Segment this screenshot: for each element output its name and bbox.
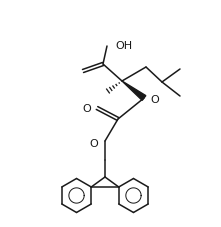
Text: O: O [82, 104, 91, 114]
Polygon shape [122, 82, 146, 101]
Text: OH: OH [115, 41, 132, 51]
Text: O: O [150, 95, 159, 105]
Text: O: O [89, 138, 98, 148]
